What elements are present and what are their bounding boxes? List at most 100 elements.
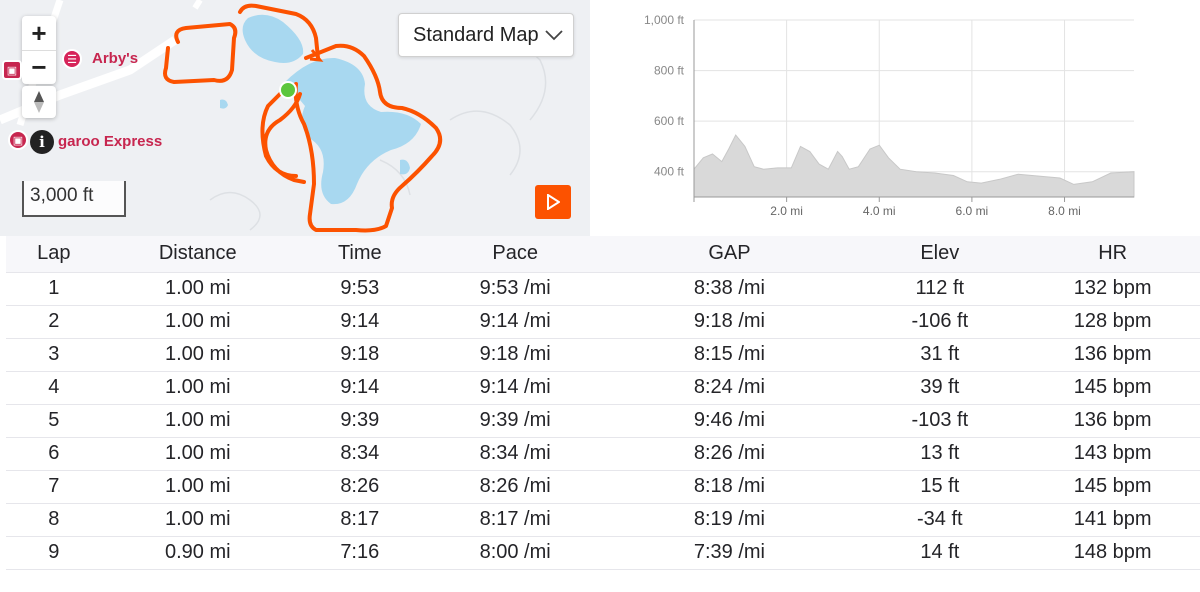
cell-hr: 132 bpm [1025, 272, 1200, 306]
cell-time: 8:26 [293, 470, 426, 504]
cell-lap: 1 [6, 272, 102, 306]
cell-elev: 14 ft [854, 536, 1026, 570]
table-row: 7 1.00 mi 8:26 8:26 /mi 8:18 /mi 15 ft 145 bpm [6, 470, 1200, 504]
cell-gap: 8:38 /mi [604, 272, 855, 306]
column-header-elev[interactable]: Elev [854, 236, 1026, 273]
x-tick-label: 6.0 mi [956, 204, 989, 218]
map-base [0, 0, 547, 233]
cell-pace: 8:26 /mi [425, 470, 605, 504]
poi-label-store[interactable]: garoo Express [58, 133, 163, 150]
cell-distance: 1.00 mi [101, 272, 294, 306]
cell-time: 9:14 [293, 305, 426, 339]
cell-distance: 1.00 mi [101, 503, 294, 537]
cell-time: 9:18 [293, 338, 426, 372]
y-tick-label: 800 ft [654, 64, 685, 78]
cell-hr: 136 bpm [1025, 404, 1200, 438]
cell-lap: 4 [6, 371, 102, 405]
table-row: 4 1.00 mi 9:14 9:14 /mi 8:24 /mi 39 ft 145 bpm [6, 371, 1200, 405]
map-type-label: Standard Map [413, 23, 539, 46]
cell-pace: 9:53 /mi [425, 272, 605, 306]
shop-pin-icon[interactable]: ▣ [8, 130, 28, 150]
table-row: 2 1.00 mi 9:14 9:14 /mi 9:18 /mi -106 ft 128 b… [6, 305, 1200, 339]
zoom-control: + − [22, 16, 56, 84]
zoom-in-button[interactable]: + [31, 17, 47, 48]
column-header-distance[interactable]: Distance [101, 236, 294, 273]
cell-distance: 1.00 mi [101, 338, 294, 372]
cell-elev: 13 ft [854, 437, 1026, 471]
table-row: 1 1.00 mi 9:53 9:53 /mi 8:38 /mi 112 ft 132 bp… [6, 272, 1200, 306]
cell-pace: 8:34 /mi [425, 437, 605, 471]
lake-upper [242, 14, 304, 64]
start-marker-icon [279, 81, 297, 99]
zoom-out-button[interactable]: − [22, 50, 56, 84]
cell-hr: 145 bpm [1025, 371, 1200, 405]
cell-hr: 145 bpm [1025, 470, 1200, 504]
table-row: 5 1.00 mi 9:39 9:39 /mi 9:46 /mi -103 ft 136 b… [6, 404, 1200, 438]
elevation-area [693, 134, 1135, 198]
shop-pin-icon[interactable]: ▣ [2, 60, 22, 80]
cell-distance: 1.00 mi [101, 437, 294, 471]
info-button[interactable]: i [30, 130, 54, 154]
cell-elev: 31 ft [854, 338, 1026, 372]
cell-elev: 112 ft [854, 272, 1026, 306]
y-tick-label: 1,000 ft [644, 13, 685, 27]
cell-gap: 9:18 /mi [604, 305, 855, 339]
column-header-pace[interactable]: Pace [425, 236, 605, 273]
elevation-chart[interactable]: 1,000 ft 800 ft 600 ft 400 ft 2.0 mi 4.0 mi 6.… [620, 0, 1200, 236]
compass-button[interactable] [22, 86, 56, 118]
cell-lap: 9 [6, 536, 102, 570]
y-tick-label: 400 ft [654, 165, 685, 179]
cell-gap: 8:15 /mi [604, 338, 855, 372]
table-row: 9 0.90 mi 7:16 8:00 /mi 7:39 /mi 14 ft 148 bpm [6, 536, 1200, 570]
x-tick-label: 8.0 mi [1048, 204, 1081, 218]
cell-gap: 8:24 /mi [604, 371, 855, 405]
cell-lap: 3 [6, 338, 102, 372]
poi-label-arbys[interactable]: Arby's [92, 50, 139, 67]
cell-lap: 5 [6, 404, 102, 438]
table-row: 3 1.00 mi 9:18 9:18 /mi 8:15 /mi 31 ft 136 bpm [6, 338, 1200, 372]
column-header-lap[interactable]: Lap [6, 236, 102, 273]
cell-time: 8:17 [293, 503, 426, 537]
play-flyby-button[interactable] [535, 185, 571, 219]
x-tick-label: 4.0 mi [863, 204, 896, 218]
cell-lap: 6 [6, 437, 102, 471]
cell-lap: 2 [6, 305, 102, 339]
cell-hr: 136 bpm [1025, 338, 1200, 372]
route-map[interactable]: + − ▣ ☰ Arby's ▣ garoo Express i 3,000 f… [0, 0, 590, 236]
chevron-down-icon [545, 30, 563, 41]
cell-elev: 39 ft [854, 371, 1026, 405]
cell-time: 9:39 [293, 404, 426, 438]
column-header-hr[interactable]: HR [1025, 236, 1200, 273]
column-header-gap[interactable]: GAP [604, 236, 855, 273]
laps-header-row: Lap Distance Time Pace GAP Elev HR [6, 236, 1200, 273]
cell-pace: 9:18 /mi [425, 338, 605, 372]
column-header-time[interactable]: Time [293, 236, 426, 273]
cell-gap: 8:19 /mi [604, 503, 855, 537]
cell-time: 7:16 [293, 536, 426, 570]
cell-time: 9:53 [293, 272, 426, 306]
y-tick-label: 600 ft [654, 114, 685, 128]
cell-distance: 1.00 mi [101, 404, 294, 438]
cell-gap: 7:39 /mi [604, 536, 855, 570]
cell-elev: -34 ft [854, 503, 1026, 537]
cell-distance: 1.00 mi [101, 470, 294, 504]
cell-lap: 7 [6, 470, 102, 504]
cell-hr: 141 bpm [1025, 503, 1200, 537]
laps-table: Lap Distance Time Pace GAP Elev HR 1 1.00 mi 9:5… [6, 236, 1200, 570]
cell-hr: 128 bpm [1025, 305, 1200, 339]
route-line [163, 3, 443, 233]
cell-hr: 143 bpm [1025, 437, 1200, 471]
play-icon [547, 194, 560, 210]
restaurant-pin-icon[interactable]: ☰ [62, 49, 82, 69]
cell-pace: 8:17 /mi [425, 503, 605, 537]
cell-gap: 9:46 /mi [604, 404, 855, 438]
cell-pace: 9:14 /mi [425, 371, 605, 405]
table-row: 6 1.00 mi 8:34 8:34 /mi 8:26 /mi 13 ft 143 bpm [6, 437, 1200, 471]
cell-elev: 15 ft [854, 470, 1026, 504]
cell-distance: 1.00 mi [101, 371, 294, 405]
cell-elev: -103 ft [854, 404, 1026, 438]
map-type-select[interactable]: Standard Map [398, 13, 574, 57]
table-row: 8 1.00 mi 8:17 8:17 /mi 8:19 /mi -34 ft 141 bp… [6, 503, 1200, 537]
map-scale: 3,000 ft [22, 181, 126, 217]
cell-pace: 8:00 /mi [425, 536, 605, 570]
